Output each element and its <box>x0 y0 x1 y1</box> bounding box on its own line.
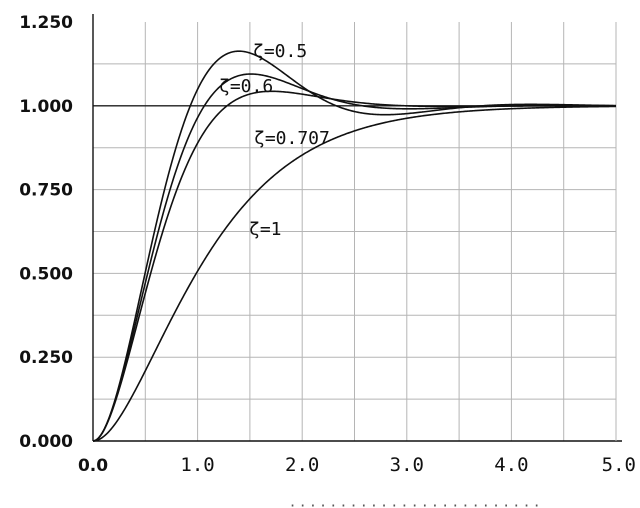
series-label: ζ=0.5 <box>253 41 307 62</box>
x-tick-label: 1.0 <box>180 454 214 476</box>
y-tick-label: 0.750 <box>19 181 73 201</box>
series-line <box>92 105 617 442</box>
x-tick-label: 0.0 <box>78 456 108 476</box>
x-tick-label: 5.0 <box>602 454 636 476</box>
y-tick-label: 1.250 <box>19 13 73 33</box>
y-tick-label: 1.000 <box>19 97 73 117</box>
watermark-text: · · · · · · · · · · · · · · · · · · · · … <box>290 496 640 508</box>
series-labels: ζ=0.5 ζ=0.6 ζ=0.707 ζ=1 <box>219 41 330 240</box>
x-tick-label: 3.0 <box>390 454 424 476</box>
series-label: ζ=0.6 <box>219 76 273 97</box>
series-label: ζ=1 <box>249 219 282 240</box>
y-tick-label: 0.250 <box>19 348 73 368</box>
x-tick-label: 2.0 <box>285 454 319 476</box>
axes <box>92 14 622 442</box>
x-tick-label: 4.0 <box>494 454 528 476</box>
series-label: ζ=0.707 <box>254 128 330 149</box>
series-line <box>92 50 617 442</box>
x-tick-labels: 0.0 1.0 2.0 3.0 4.0 5.0 <box>78 454 636 476</box>
watermark-logo-icon: · · · · · · · · · · · · · · · · · · · · … <box>290 496 540 508</box>
response-curves <box>92 50 617 442</box>
grid-lines <box>93 22 616 441</box>
y-tick-label: 0.000 <box>19 432 73 452</box>
series-line <box>92 90 616 442</box>
y-tick-label: 0.500 <box>19 264 73 284</box>
y-tick-labels: 0.000 0.250 0.500 0.750 1.000 1.250 <box>19 13 73 452</box>
